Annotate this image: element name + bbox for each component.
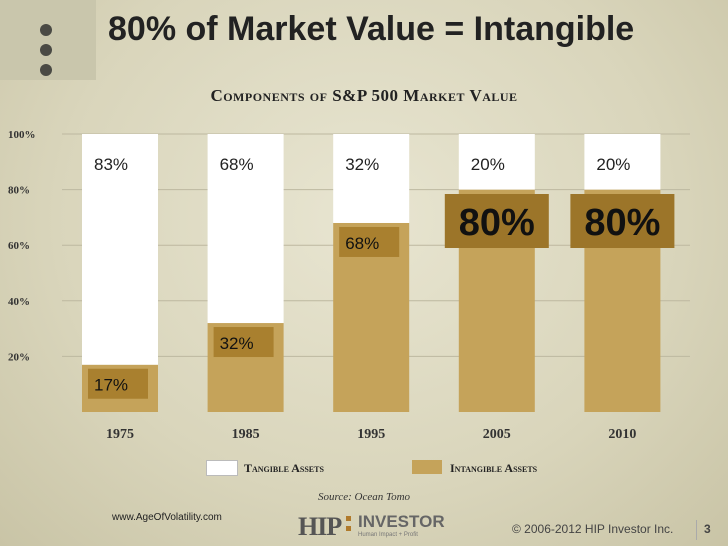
data-label-tangible: 20%	[471, 155, 505, 174]
data-label-intangible: 80%	[459, 202, 535, 244]
stacked-bar-chart: 20% 40% 60% 80% 100% 83% 17% 1975 68% 32% 1985 32% 6…	[8, 129, 690, 442]
bullet-dot-icon	[40, 64, 52, 76]
data-label-tangible: 68%	[220, 155, 254, 174]
copyright: © 2006-2012 HIP Investor Inc.	[512, 522, 674, 536]
data-label-tangible: 83%	[94, 155, 128, 174]
data-label-box	[444, 194, 549, 248]
slide-title: 80% of Market Value = Intangible	[108, 10, 635, 48]
title-bar: 80% of Market Value = Intangible	[0, 0, 728, 80]
data-label-intangible: 80%	[584, 202, 660, 244]
bullet-dot-icon	[40, 44, 52, 56]
logo-colon-icon	[346, 516, 351, 536]
x-tick-label: 2005	[483, 427, 511, 442]
bar-tangible	[458, 134, 535, 190]
x-tick-label: 1985	[232, 427, 260, 442]
data-label-tangible: 32%	[345, 155, 379, 174]
legend-label-intangible: Intangible Assets	[450, 461, 538, 475]
chart-source: Source: Ocean Tomo	[317, 491, 411, 503]
bar-tangible	[82, 134, 158, 365]
page-number: 3	[704, 522, 711, 536]
legend-swatch-tangible	[206, 460, 238, 476]
data-label-intangible: 17%	[94, 376, 128, 395]
x-tick-label: 1995	[357, 427, 385, 442]
data-label-box	[213, 327, 274, 358]
bullet-dot-icon	[40, 24, 52, 36]
data-label-box	[88, 368, 148, 399]
y-tick-label: 20%	[8, 351, 30, 363]
footer-divider	[696, 520, 697, 540]
y-tick-label: 40%	[8, 296, 30, 308]
data-label-box	[570, 194, 675, 248]
data-label-intangible: 32%	[220, 334, 254, 353]
y-tick-label: 80%	[8, 185, 30, 197]
logo-hip-text: HIP	[298, 512, 342, 541]
legend-label-tangible: Tangible Assets	[244, 461, 324, 475]
legend-swatch-intangible	[412, 460, 442, 474]
x-tick-label: 2010	[608, 427, 636, 442]
bar-tangible	[333, 134, 410, 223]
y-tick-label: 60%	[8, 240, 30, 252]
bar-tangible	[207, 134, 284, 324]
y-tick-label: 100%	[8, 129, 36, 141]
chart-subtitle: Components of S&P 500 Market Value	[210, 86, 518, 105]
data-label-tangible: 20%	[596, 155, 630, 174]
x-tick-label: 1975	[106, 427, 134, 442]
bar-tangible	[584, 134, 661, 190]
footer-url: www.AgeOfVolatility.com	[112, 512, 222, 523]
data-label-box	[339, 226, 400, 257]
logo-tagline: Human Impact + Profit	[358, 532, 418, 538]
data-label-intangible: 68%	[345, 234, 379, 253]
logo-investor-text: INVESTOR	[358, 512, 445, 531]
